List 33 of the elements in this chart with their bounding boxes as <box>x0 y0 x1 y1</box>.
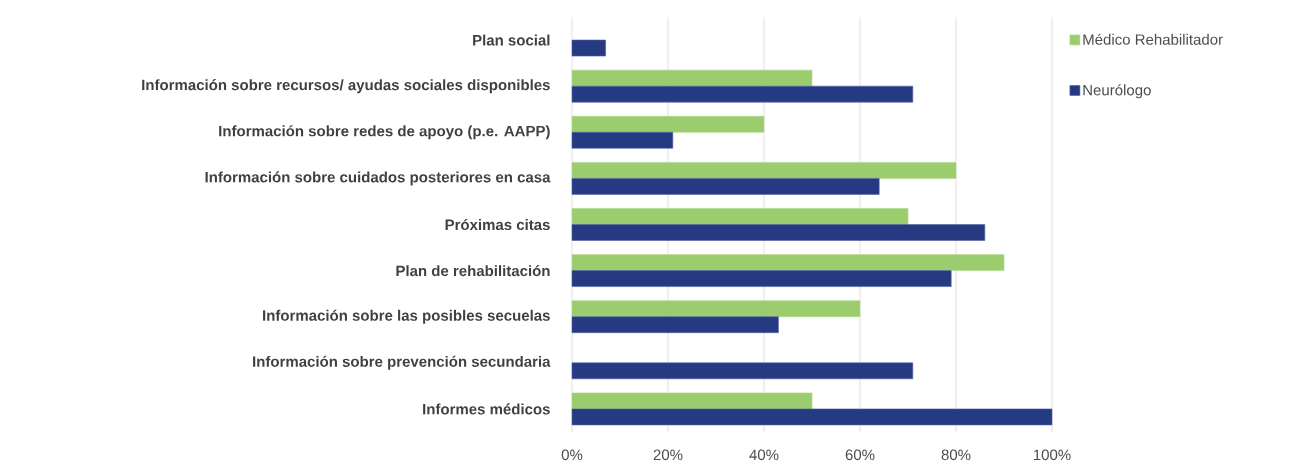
legend-label: Médico Rehabilitador <box>1083 33 1223 45</box>
x-tick-label: 100% <box>1033 449 1071 461</box>
bar <box>571 178 880 195</box>
x-tick-label: 20% <box>653 449 683 461</box>
x-tick-label: 40% <box>749 449 779 461</box>
bar <box>571 270 952 287</box>
y-tick-label: Información sobre cuidados posteriores en casa <box>205 171 551 186</box>
bar <box>571 162 957 179</box>
bar <box>571 254 1005 271</box>
bar <box>571 39 606 57</box>
bar <box>571 131 674 149</box>
bar <box>571 69 813 87</box>
bar <box>571 316 779 334</box>
bar <box>571 224 986 241</box>
bar <box>571 362 914 380</box>
bar <box>571 208 909 225</box>
bar <box>571 408 1053 426</box>
bar <box>571 300 861 318</box>
y-tick-label: Información sobre prevención secundaria <box>253 355 551 370</box>
y-tick-label: Información sobre redes de apoyo (p.e. AAPP) <box>219 125 550 140</box>
x-tick-label: 60% <box>845 449 875 461</box>
y-tick-label: Información sobre las posibles secuelas <box>263 309 550 324</box>
bar <box>571 392 813 410</box>
y-tick-label: Próximas citas <box>445 218 550 231</box>
y-tick-label: Plan de rehabilitación <box>396 265 550 277</box>
bar <box>571 115 765 133</box>
x-tick-label: 0% <box>561 449 583 461</box>
y-tick-label: Plan social <box>473 34 550 46</box>
bar <box>571 85 914 103</box>
y-tick-label: Información sobre recursos/ ayudas sociales disponibles <box>142 79 550 94</box>
legend-label: Neurólogo <box>1083 84 1151 99</box>
x-tick-label: 80% <box>941 449 971 461</box>
y-tick-label: Informes médicos <box>423 403 550 415</box>
